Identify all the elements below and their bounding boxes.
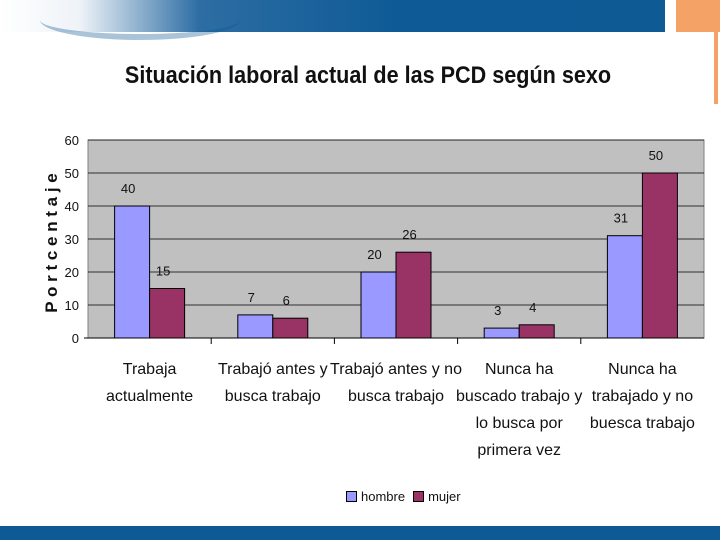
- legend-label-mujer: mujer: [428, 489, 461, 504]
- bar-hombre: [606, 235, 643, 339]
- y-tick-label: 20: [65, 265, 79, 280]
- data-label: 26: [402, 227, 416, 242]
- legend-swatch-hombre: [346, 491, 357, 502]
- header-accent-block: [676, 0, 720, 32]
- y-tick-label: 0: [72, 331, 79, 346]
- data-label: 31: [614, 211, 628, 226]
- x-category-label: buesca trabajo: [590, 415, 695, 432]
- x-category-label: lo busca por: [476, 415, 564, 432]
- y-tick-label: 50: [65, 166, 79, 181]
- y-tick-label: 30: [65, 232, 79, 247]
- y-tick-label: 40: [65, 199, 79, 214]
- x-category-label: busca trabajo: [225, 388, 321, 405]
- page-title: Situación laboral actual de las PCD segú…: [124, 62, 612, 89]
- x-category-label: primera vez: [477, 442, 561, 459]
- data-label: 6: [283, 293, 290, 308]
- x-category-label: trabajado y no: [592, 388, 694, 405]
- x-category-label: actualmente: [106, 388, 193, 405]
- x-category-label: Trabaja: [123, 361, 177, 378]
- footer-band: [0, 526, 720, 540]
- x-category-label: Trabajó antes y no: [330, 361, 462, 378]
- x-category-label: Trabajó antes y: [218, 361, 328, 378]
- data-label: 3: [494, 303, 501, 318]
- x-category-label: Nunca ha: [608, 361, 677, 378]
- y-tick-label: 10: [65, 298, 79, 313]
- data-label: 15: [156, 264, 170, 279]
- bar-mujer: [272, 317, 309, 339]
- header-accent-line: [714, 32, 718, 104]
- data-label: 4: [529, 300, 536, 315]
- bar-hombre: [237, 314, 274, 339]
- bar-mujer: [395, 251, 432, 339]
- bar-hombre: [360, 271, 397, 339]
- header-swoosh: [40, 0, 240, 40]
- bar-mujer: [149, 288, 186, 339]
- data-label: 20: [367, 247, 381, 262]
- y-tick-label: 60: [65, 133, 79, 148]
- y-axis-title: P o r t c e n t a j e: [42, 173, 61, 313]
- bar-hombre: [483, 327, 520, 339]
- chart-legend: hombre mujer: [346, 489, 465, 504]
- data-label: 50: [649, 148, 663, 163]
- x-category-label: Nunca ha: [485, 361, 554, 378]
- legend-swatch-mujer: [413, 491, 425, 502]
- x-category-label: busca trabajo: [348, 388, 444, 405]
- legend-label-hombre: hombre: [361, 489, 406, 504]
- bar-mujer: [518, 324, 555, 339]
- bar-hombre: [114, 205, 151, 339]
- bar-mujer: [641, 172, 678, 339]
- data-label: 7: [248, 290, 255, 305]
- x-category-label: buscado trabajo y: [456, 388, 582, 405]
- data-label: 40: [121, 181, 135, 196]
